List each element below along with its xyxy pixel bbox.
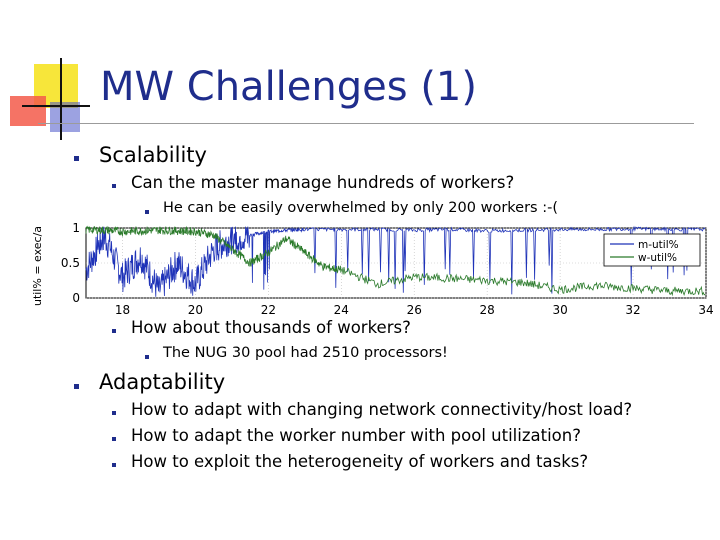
x-tick-label: 26: [407, 303, 422, 317]
sub-bullet-network: How to adapt with changing network conne…: [131, 400, 633, 419]
x-tick-label: 18: [115, 303, 130, 317]
bullet: [112, 437, 116, 441]
sub-bullet-worker-number: How to adapt the worker number with pool…: [131, 426, 581, 445]
y-tick-label: 0: [72, 291, 80, 305]
y-tick-label: 0.5: [61, 256, 80, 270]
deco-blue-square: [50, 102, 80, 132]
bullet: [112, 329, 116, 333]
x-tick-label: 34: [698, 303, 713, 317]
bullet: [74, 384, 79, 389]
y-axis-label: util% = exec/a: [31, 226, 44, 306]
y-tick-label: 1: [72, 221, 80, 235]
title-divider: [38, 123, 694, 124]
sub-bullet-heterogeneity: How to exploit the heterogeneity of work…: [131, 452, 589, 471]
deco-vertical-line: [60, 58, 62, 140]
bullet: [74, 156, 79, 161]
bullet-adaptability: Adaptability: [99, 370, 226, 394]
x-tick-label: 24: [334, 303, 349, 317]
legend-label: w-util%: [638, 252, 677, 264]
deco-horizontal-line: [22, 105, 90, 107]
slide-title: MW Challenges (1): [100, 64, 477, 110]
x-tick-label: 32: [625, 303, 640, 317]
bullet: [145, 355, 149, 359]
sub-bullet-thousands: How about thousands of workers?: [131, 318, 411, 337]
x-tick-label: 20: [188, 303, 203, 317]
bullet: [112, 184, 116, 188]
bullet-scalability: Scalability: [99, 143, 207, 167]
bullet: [112, 463, 116, 467]
legend-label: m-util%: [638, 239, 679, 251]
legend-box: [603, 233, 701, 267]
x-tick-label: 28: [480, 303, 495, 317]
series-line-m-util%: [85, 225, 706, 297]
bullet: [145, 210, 149, 214]
sub-sub-bullet-nug30: The NUG 30 pool had 2510 processors!: [163, 345, 448, 361]
deco-red-square: [10, 96, 46, 126]
bullet: [112, 411, 116, 415]
sub-bullet-master-manage: Can the master manage hundreds of worker…: [131, 173, 515, 192]
utilization-chart: util% = exec/a 18 20 22 24 26 28 30 32 34 0 0.5 1 m-…: [31, 221, 714, 317]
sub-sub-bullet-overwhelmed: He can be easily overwhelmed by only 200…: [163, 200, 558, 216]
series-line-w-util%: [85, 225, 706, 297]
x-tick-label: 22: [261, 303, 276, 317]
x-tick-label: 30: [552, 303, 567, 317]
